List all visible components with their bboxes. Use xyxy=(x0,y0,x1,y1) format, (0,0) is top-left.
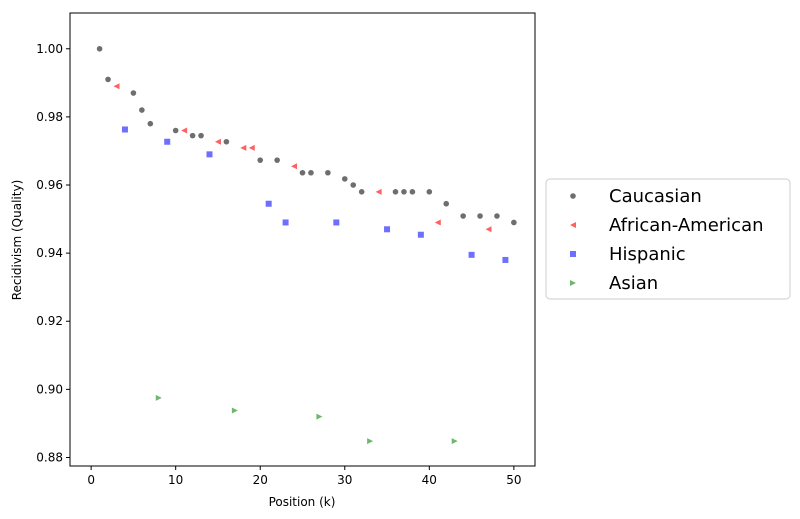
x-tick-label: 0 xyxy=(87,473,95,487)
y-axis-label: Recidivism (Quality) xyxy=(10,180,24,301)
plot-area xyxy=(69,12,536,467)
point-african-american xyxy=(214,138,221,145)
point-hispanic xyxy=(468,251,475,258)
y-tick-label: 0.90 xyxy=(36,382,63,396)
point-caucasian xyxy=(223,138,230,145)
point-asian xyxy=(367,438,374,445)
point-caucasian xyxy=(147,120,154,127)
data-points xyxy=(96,45,517,445)
y-tick-label: 0.98 xyxy=(36,110,63,124)
point-asian xyxy=(451,438,458,445)
legend-label-african-american: African-American xyxy=(609,215,764,236)
point-caucasian xyxy=(409,189,416,195)
point-hispanic xyxy=(282,219,289,226)
point-african-american xyxy=(485,226,492,233)
point-african-american xyxy=(291,163,298,170)
point-caucasian xyxy=(130,90,137,96)
legend-marker-asian xyxy=(570,280,576,286)
point-hispanic xyxy=(384,226,391,233)
x-tick-label: 10 xyxy=(168,473,183,487)
y-tick-label: 1.00 xyxy=(36,42,63,56)
point-african-american xyxy=(181,127,188,134)
legend-label-hispanic: Hispanic xyxy=(609,244,686,265)
point-asian xyxy=(231,407,238,414)
point-asian xyxy=(155,394,162,401)
point-caucasian xyxy=(198,132,204,139)
y-tick-label: 0.88 xyxy=(36,450,63,464)
point-caucasian xyxy=(477,213,483,219)
point-african-american xyxy=(434,219,441,226)
point-caucasian xyxy=(350,182,357,188)
y-tick-label: 0.94 xyxy=(36,246,63,260)
x-tick-label: 50 xyxy=(506,473,521,487)
x-axis-label: Position (k) xyxy=(269,495,336,509)
legend-box xyxy=(545,178,791,300)
point-caucasian xyxy=(392,189,399,195)
point-caucasian xyxy=(494,213,500,219)
point-caucasian xyxy=(426,189,433,195)
y-tick-label: 0.96 xyxy=(36,178,63,192)
point-hispanic xyxy=(265,200,272,207)
legend-marker-african-american xyxy=(570,222,576,228)
point-caucasian xyxy=(341,176,348,182)
point-caucasian xyxy=(460,213,466,219)
point-caucasian xyxy=(139,107,145,113)
point-caucasian xyxy=(257,157,264,163)
y-axis: 0.88 0.90 0.92 0.94 0.96 0.98 1.00 xyxy=(36,42,70,464)
x-tick-label: 30 xyxy=(337,473,352,487)
point-african-american xyxy=(240,144,247,151)
point-hispanic xyxy=(417,231,424,238)
legend-label-caucasian: Caucasian xyxy=(609,186,702,207)
point-caucasian xyxy=(443,200,450,207)
point-caucasian xyxy=(189,132,196,139)
point-hispanic xyxy=(502,256,509,263)
legend-marker-hispanic xyxy=(570,251,576,257)
point-hispanic xyxy=(164,138,171,145)
point-caucasian xyxy=(511,219,517,226)
point-caucasian xyxy=(401,189,407,195)
point-caucasian xyxy=(358,189,365,195)
point-hispanic xyxy=(121,126,128,133)
point-caucasian xyxy=(308,169,314,176)
point-caucasian xyxy=(274,157,280,163)
legend-marker-caucasian xyxy=(570,193,576,199)
point-caucasian xyxy=(299,169,306,176)
point-caucasian xyxy=(325,169,331,176)
point-hispanic xyxy=(333,219,340,226)
point-hispanic xyxy=(206,151,213,158)
point-asian xyxy=(316,413,323,420)
point-african-american xyxy=(113,83,120,90)
point-caucasian xyxy=(105,76,111,83)
x-tick-label: 40 xyxy=(422,473,437,487)
point-caucasian xyxy=(96,45,103,52)
x-tick-label: 20 xyxy=(253,473,268,487)
y-tick-label: 0.92 xyxy=(36,314,63,328)
legend-label-asian: Asian xyxy=(609,273,658,294)
point-caucasian xyxy=(172,127,179,134)
point-african-american xyxy=(248,144,255,151)
legend: Caucasian African-American Hispanic Asian xyxy=(545,178,791,300)
point-african-american xyxy=(375,188,382,195)
x-axis: 0 10 20 30 40 50 xyxy=(87,466,522,487)
